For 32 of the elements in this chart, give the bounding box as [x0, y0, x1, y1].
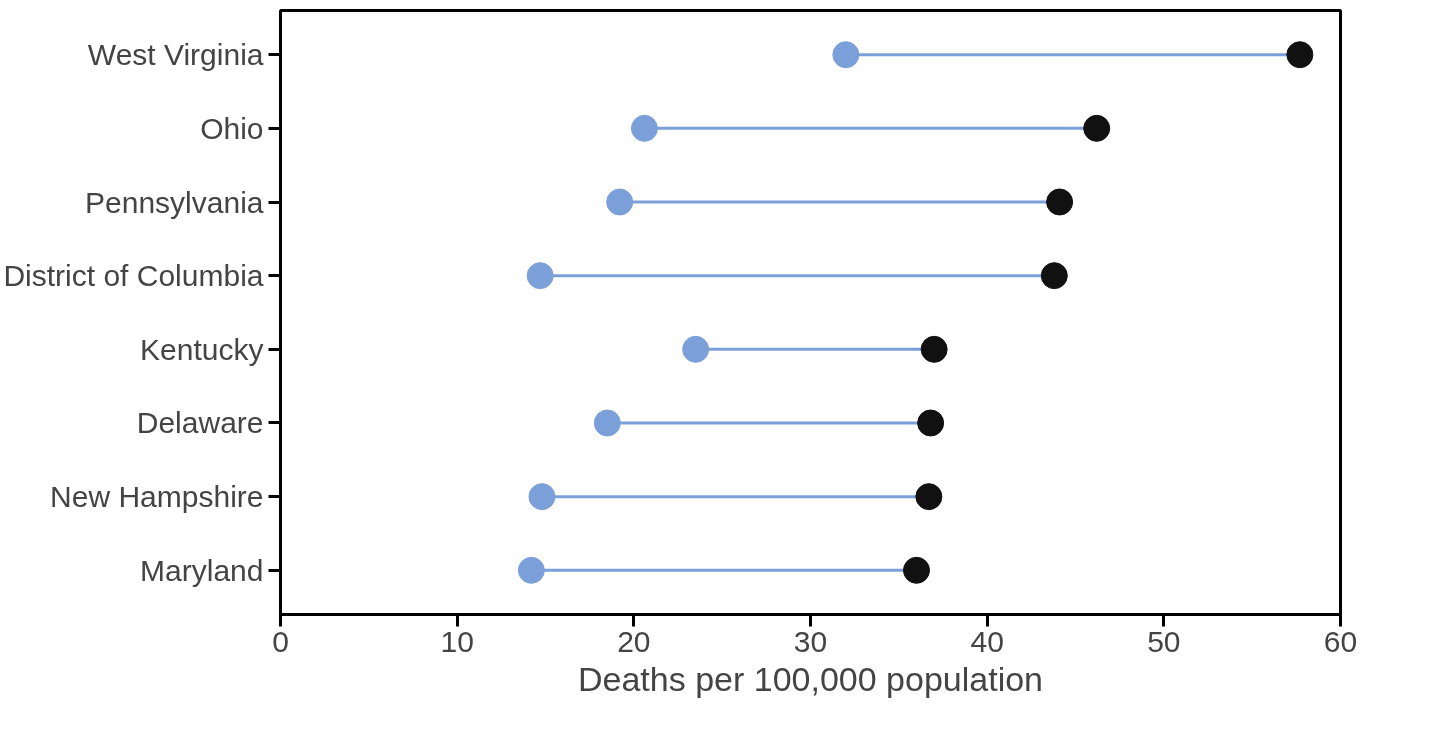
point [917, 409, 945, 437]
x-tick-label: 20 [617, 624, 651, 658]
x-tick-label: 30 [793, 624, 828, 658]
y-tick-label: Delaware [136, 406, 264, 440]
y-tick-label: Maryland [140, 553, 264, 587]
point [682, 335, 710, 363]
y-tick-label: Pennsylvania [85, 185, 264, 219]
point [1040, 262, 1068, 290]
point [832, 41, 860, 69]
point [903, 556, 930, 584]
point [920, 335, 948, 363]
y-tick-label: New Hampshire [50, 480, 264, 514]
y-tick-label: Ohio [200, 111, 264, 145]
x-tick-label: 40 [970, 624, 1004, 658]
point [593, 409, 621, 437]
point [1083, 114, 1111, 142]
point [1286, 41, 1314, 69]
x-tick-label: 50 [1147, 624, 1181, 658]
y-tick-label: Kentucky [140, 332, 264, 366]
point [606, 188, 634, 216]
y-tick-label: West Virginia [87, 38, 264, 72]
point [526, 262, 554, 290]
point [630, 114, 658, 142]
y-tick-label: District of Columbia [3, 259, 264, 293]
x-tick-label: 10 [440, 624, 474, 658]
point [517, 556, 545, 584]
x-tick-label: 60 [1323, 624, 1358, 658]
point [915, 483, 943, 511]
point [1046, 188, 1074, 216]
point [528, 483, 556, 511]
x-axis-title: Deaths per 100,000 population [577, 659, 1044, 698]
x-tick-label: 0 [272, 624, 289, 658]
